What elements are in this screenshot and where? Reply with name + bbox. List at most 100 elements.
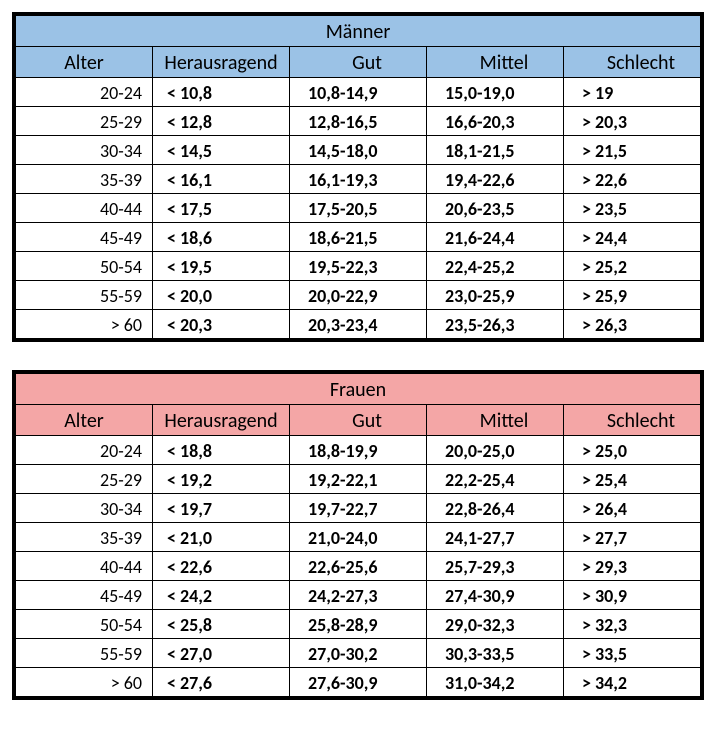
table-cell: > 60	[16, 668, 153, 697]
table-row: 50-54< 19,519,5-22,322,4-25,2> 25,2	[16, 252, 701, 281]
table-cell: 27,0-30,2	[290, 639, 427, 668]
table-cell: > 24,4	[564, 223, 701, 252]
table-cell: 29,0-32,3	[427, 610, 564, 639]
table-cell: 19,4-22,6	[427, 165, 564, 194]
table-row: 55-59< 20,020,0-22,923,0-25,9> 25,9	[16, 281, 701, 310]
table-cell: > 34,2	[564, 668, 701, 697]
table-cell: > 26,4	[564, 494, 701, 523]
table-row: 20-24< 18,818,8-19,920,0-25,0> 25,0	[16, 436, 701, 465]
column-header: Mittel	[427, 405, 564, 436]
table-cell: < 20,0	[153, 281, 290, 310]
table-cell: 45-49	[16, 223, 153, 252]
table-cell: 22,4-25,2	[427, 252, 564, 281]
table-cell: 22,2-25,4	[427, 465, 564, 494]
table-cell: 19,5-22,3	[290, 252, 427, 281]
table-cell: < 19,5	[153, 252, 290, 281]
table-cell: 17,5-20,5	[290, 194, 427, 223]
table-cell: 45-49	[16, 581, 153, 610]
table-row: 30-34< 14,514,5-18,018,1-21,5> 21,5	[16, 136, 701, 165]
table-cell: > 21,5	[564, 136, 701, 165]
table-cell: > 30,9	[564, 581, 701, 610]
table-cell: 24,2-27,3	[290, 581, 427, 610]
table-row: 55-59< 27,027,0-30,230,3-33,5> 33,5	[16, 639, 701, 668]
table-cell: 22,8-26,4	[427, 494, 564, 523]
table-cell: 23,0-25,9	[427, 281, 564, 310]
column-header: Alter	[16, 47, 153, 78]
table-cell: 25,7-29,3	[427, 552, 564, 581]
table-cell: > 26,3	[564, 310, 701, 339]
table-cell: 19,7-22,7	[290, 494, 427, 523]
table-block-0: MännerAlterHerausragendGutMittelSchlecht…	[12, 12, 704, 342]
data-table: MännerAlterHerausragendGutMittelSchlecht…	[15, 15, 701, 339]
table-cell: 55-59	[16, 281, 153, 310]
table-row: 20-24< 10,810,8-14,915,0-19,0> 19	[16, 78, 701, 107]
data-table: FrauenAlterHerausragendGutMittelSchlecht…	[15, 373, 701, 697]
table-cell: < 12,8	[153, 107, 290, 136]
table-cell: 19,2-22,1	[290, 465, 427, 494]
table-cell: 40-44	[16, 552, 153, 581]
table-cell: > 25,0	[564, 436, 701, 465]
table-cell: 20-24	[16, 78, 153, 107]
table-cell: < 19,7	[153, 494, 290, 523]
table-cell: < 25,8	[153, 610, 290, 639]
column-header: Schlecht	[564, 47, 701, 78]
table-cell: 35-39	[16, 165, 153, 194]
table-cell: 18,6-21,5	[290, 223, 427, 252]
table-block-1: FrauenAlterHerausragendGutMittelSchlecht…	[12, 370, 704, 700]
table-cell: 14,5-18,0	[290, 136, 427, 165]
column-header: Herausragend	[153, 405, 290, 436]
table-cell: 55-59	[16, 639, 153, 668]
table-cell: 22,6-25,6	[290, 552, 427, 581]
table-cell: 18,8-19,9	[290, 436, 427, 465]
table-cell: > 23,5	[564, 194, 701, 223]
table-cell: > 22,6	[564, 165, 701, 194]
table-cell: 30,3-33,5	[427, 639, 564, 668]
table-cell: 18,1-21,5	[427, 136, 564, 165]
table-title: Frauen	[16, 374, 701, 405]
table-cell: 23,5-26,3	[427, 310, 564, 339]
column-header: Schlecht	[564, 405, 701, 436]
table-cell: > 25,4	[564, 465, 701, 494]
table-row: 50-54< 25,825,8-28,929,0-32,3> 32,3	[16, 610, 701, 639]
table-cell: > 27,7	[564, 523, 701, 552]
table-cell: > 29,3	[564, 552, 701, 581]
table-cell: 50-54	[16, 252, 153, 281]
table-cell: < 14,5	[153, 136, 290, 165]
table-cell: > 60	[16, 310, 153, 339]
table-row: > 60< 27,627,6-30,931,0-34,2> 34,2	[16, 668, 701, 697]
table-cell: < 27,0	[153, 639, 290, 668]
table-cell: > 25,2	[564, 252, 701, 281]
table-row: 45-49< 18,618,6-21,521,6-24,4> 24,4	[16, 223, 701, 252]
table-cell: 21,6-24,4	[427, 223, 564, 252]
table-cell: 20,6-23,5	[427, 194, 564, 223]
table-cell: > 25,9	[564, 281, 701, 310]
table-row: 25-29< 12,812,8-16,516,6-20,3> 20,3	[16, 107, 701, 136]
table-cell: 20,0-25,0	[427, 436, 564, 465]
table-cell: < 17,5	[153, 194, 290, 223]
table-cell: 27,4-30,9	[427, 581, 564, 610]
table-cell: 24,1-27,7	[427, 523, 564, 552]
table-cell: 15,0-19,0	[427, 78, 564, 107]
table-row: 40-44< 17,517,5-20,520,6-23,5> 23,5	[16, 194, 701, 223]
table-cell: 20-24	[16, 436, 153, 465]
table-row: 35-39< 16,116,1-19,319,4-22,6> 22,6	[16, 165, 701, 194]
table-title: Männer	[16, 16, 701, 47]
table-cell: 16,1-19,3	[290, 165, 427, 194]
table-cell: < 21,0	[153, 523, 290, 552]
table-cell: 30-34	[16, 136, 153, 165]
table-cell: > 20,3	[564, 107, 701, 136]
table-row: 25-29< 19,219,2-22,122,2-25,4> 25,4	[16, 465, 701, 494]
table-cell: < 19,2	[153, 465, 290, 494]
table-cell: < 20,3	[153, 310, 290, 339]
table-cell: 16,6-20,3	[427, 107, 564, 136]
table-row: 30-34< 19,719,7-22,722,8-26,4> 26,4	[16, 494, 701, 523]
table-cell: 20,3-23,4	[290, 310, 427, 339]
table-row: 40-44< 22,622,6-25,625,7-29,3> 29,3	[16, 552, 701, 581]
table-row: 35-39< 21,021,0-24,024,1-27,7> 27,7	[16, 523, 701, 552]
table-cell: 10,8-14,9	[290, 78, 427, 107]
column-header: Gut	[290, 47, 427, 78]
table-cell: 25,8-28,9	[290, 610, 427, 639]
table-row: > 60< 20,320,3-23,423,5-26,3> 26,3	[16, 310, 701, 339]
table-cell: 30-34	[16, 494, 153, 523]
column-header: Mittel	[427, 47, 564, 78]
